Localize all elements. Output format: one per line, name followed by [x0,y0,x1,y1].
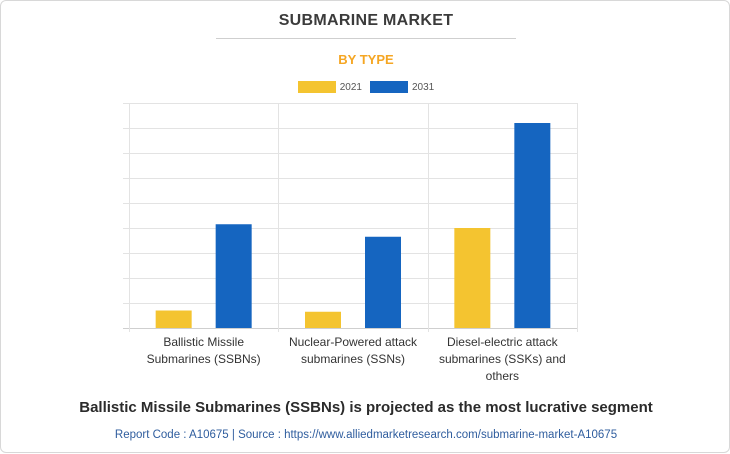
legend: 2021 2031 [1,80,730,94]
x-tick-label: Diesel-electric attack submarines (SSKs) … [422,334,582,385]
x-tick-label: Nuclear-Powered attack submarines (SSNs) [273,334,433,368]
x-tick-label-line: Diesel-electric attack [446,335,558,349]
bar-2021-2 [305,311,341,328]
legend-label-2021: 2021 [339,81,362,93]
legend-item-2031[interactable]: 2031 [370,81,434,93]
title-divider [216,38,516,39]
source-citation[interactable]: Report Code : A10675 | Source : https://… [114,429,618,441]
legend-swatch-2031 [370,81,408,93]
legend-swatch-2021 [297,81,336,93]
x-tick-label: Ballistic Missile Submarines (SSBNs) [124,334,284,368]
x-tick-label-line: submarines (SSKs) and others [438,352,566,383]
bar-2021-3 [454,228,491,328]
x-tick-label-line: Submarines (SSBNs) [146,352,261,366]
bar-2031-1 [215,224,252,328]
bar-2021-1 [155,310,192,328]
chart-subtitle: BY TYPE [338,52,394,67]
legend-label-2031: 2031 [412,81,435,93]
x-tick-label-line: submarines (SSNs) [300,352,406,366]
key-finding: Ballistic Missile Submarines (SSBNs) is … [79,399,653,416]
bar-2031-2 [365,236,401,328]
x-tick-label-line: Nuclear-Powered attack [288,335,418,349]
chart-title: SUBMARINE MARKET [278,12,454,29]
bar-2031-3 [514,123,551,328]
legend-item-2021[interactable]: 2021 [297,81,362,93]
x-tick-label-line: Ballistic Missile [163,335,244,349]
